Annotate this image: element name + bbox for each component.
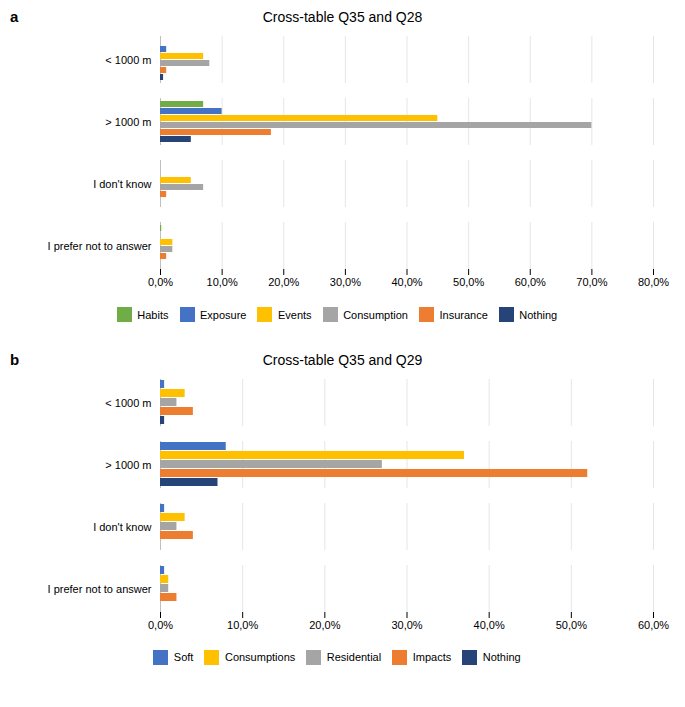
html-text:Habits: Habits (137, 308, 169, 321)
svg-text:> 1000 m: > 1000 m (105, 116, 151, 128)
svg-text:10,0%: 10,0% (207, 276, 238, 288)
svg-text:< 1000 m: < 1000 m (105, 396, 151, 408)
svg-text:80,0%: 80,0% (638, 276, 669, 288)
svg-text:10,0%: 10,0% (227, 619, 258, 631)
html-text:Cross-table Q35 and Q28: Cross-table Q35 and Q28 (262, 9, 423, 25)
svg-text:60,0%: 60,0% (638, 619, 669, 631)
svg-text:50,0%: 50,0% (453, 276, 484, 288)
svg-text:> 1000 m: > 1000 m (105, 458, 151, 470)
svg-text:50,0%: 50,0% (556, 619, 587, 631)
html-text:Consumption: Consumption (343, 308, 408, 321)
html-text:Consumptions: Consumptions (224, 651, 296, 663)
html-text:Cross-table Q35 and Q29: Cross-table Q35 and Q29 (262, 351, 423, 368)
svg-text:30,0%: 30,0% (330, 276, 361, 288)
svg-text:30,0%: 30,0% (391, 619, 422, 631)
html-text:Impacts: Impacts (412, 651, 452, 663)
html-text:Events: Events (278, 308, 312, 321)
html-text:Exposure: Exposure (200, 308, 247, 321)
svg-text:< 1000 m: < 1000 m (105, 54, 151, 66)
svg-text:40,0%: 40,0% (391, 276, 422, 288)
svg-text:I prefer not to answer: I prefer not to answer (48, 240, 152, 252)
html-text:a: a (10, 8, 19, 25)
html-text:Insurance: Insurance (439, 308, 488, 321)
svg-text:60,0%: 60,0% (515, 276, 546, 288)
html-text:Residential: Residential (326, 651, 382, 663)
svg-text:40,0%: 40,0% (474, 619, 505, 631)
html-text:Nothing: Nothing (482, 651, 521, 663)
svg-text:0,0%: 0,0% (148, 276, 173, 288)
svg-text:0,0%: 0,0% (148, 619, 173, 631)
html-text:Soft: Soft (173, 651, 194, 663)
svg-text:20,0%: 20,0% (309, 619, 340, 631)
svg-text:I don't know: I don't know (93, 520, 151, 532)
html-text:Nothing: Nothing (519, 308, 558, 321)
svg-text:70,0%: 70,0% (576, 276, 607, 288)
svg-text:I prefer not to answer: I prefer not to answer (48, 582, 152, 594)
html-text:b: b (10, 350, 20, 368)
svg-text:I don't know: I don't know (93, 178, 151, 190)
svg-text:20,0%: 20,0% (268, 276, 299, 288)
